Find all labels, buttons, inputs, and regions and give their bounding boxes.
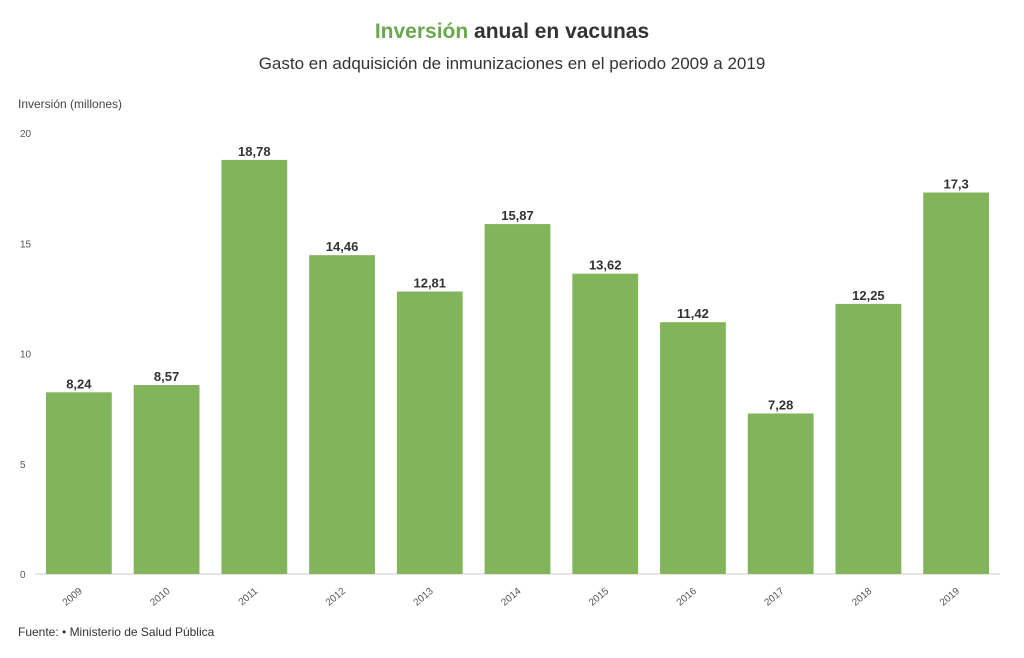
x-tick-label-2010: 2010	[148, 586, 172, 609]
bar-2012[interactable]	[309, 255, 375, 575]
x-tick-label-2015: 2015	[587, 586, 611, 609]
data-label-2019: 17,3	[943, 177, 968, 192]
y-tick-label: 0	[20, 570, 26, 581]
data-label-2009: 8,24	[66, 376, 92, 391]
bar-2009[interactable]	[45, 392, 112, 574]
data-label-2013: 12,81	[413, 276, 446, 291]
bar-2016[interactable]	[660, 322, 726, 574]
x-tick-label-2017: 2017	[762, 586, 786, 609]
y-tick-label: 10	[20, 350, 32, 361]
x-tick-label-2014: 2014	[499, 586, 523, 609]
bar-2011[interactable]	[221, 159, 288, 574]
chart-title: Inversión anual en vacunas	[0, 20, 1024, 44]
chart-title-rest: anual en vacunas	[468, 20, 650, 43]
x-tick-label-2009: 2009	[61, 586, 85, 609]
x-tick-label-2019: 2019	[938, 586, 962, 609]
x-tick-label-2011: 2011	[237, 586, 261, 609]
bar-2017[interactable]	[747, 413, 814, 574]
x-tick-label-2018: 2018	[850, 586, 874, 609]
x-tick-label-2013: 2013	[412, 586, 436, 609]
y-tick-label: 5	[20, 460, 26, 471]
x-tick-label-2012: 2012	[324, 586, 348, 609]
bar-2013[interactable]	[396, 291, 463, 574]
data-label-2010: 8,57	[154, 369, 179, 384]
y-tick-label: 15	[20, 239, 32, 250]
data-label-2012: 14,46	[326, 239, 359, 254]
y-axis-label: Inversión (millones)	[18, 97, 123, 111]
x-tick-label-2016: 2016	[675, 586, 699, 609]
chart-subtitle: Gasto en adquisición de inmunizaciones e…	[258, 54, 766, 73]
chart-title-accent: Inversión	[374, 20, 469, 43]
data-label-2014: 15,87	[501, 208, 534, 223]
y-tick-label: 20	[20, 129, 32, 140]
bar-2018[interactable]	[835, 303, 902, 574]
bar-2014[interactable]	[484, 224, 551, 574]
bar-2019[interactable]	[923, 192, 990, 574]
data-label-2011: 18,78	[238, 144, 271, 159]
data-label-2016: 11,42	[677, 306, 709, 321]
source-note: Fuente: • Ministerio de Salud Pública	[18, 625, 215, 639]
data-label-2018: 12,25	[852, 288, 885, 303]
bar-2015[interactable]	[572, 273, 639, 574]
data-label-2017: 7,28	[768, 397, 793, 412]
bar-2010[interactable]	[133, 385, 200, 574]
data-label-2015: 13,62	[589, 258, 622, 273]
